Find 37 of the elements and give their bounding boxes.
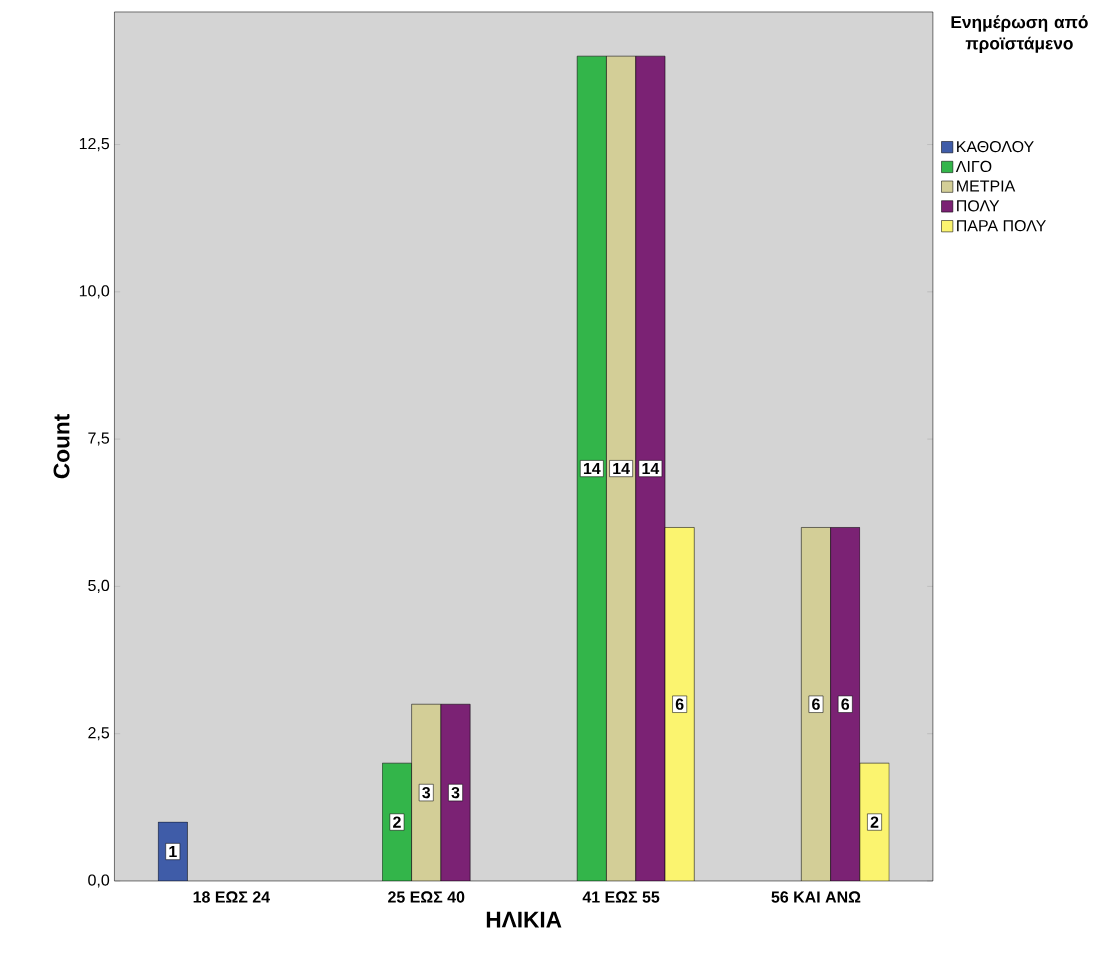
bar	[606, 55, 637, 881]
y-tick-label: 0,0	[88, 874, 110, 888]
y-tick-label: 2,5	[88, 726, 110, 741]
data-label: 14	[613, 462, 630, 474]
x-axis-title: ΗΛΙΚΙΑ	[486, 911, 562, 928]
x-tick-label: 41 ΕΩΣ 55	[582, 891, 660, 903]
data-label: 3	[422, 786, 431, 799]
y-tick-label: 7,5	[88, 432, 110, 446]
data-label: 2	[870, 816, 879, 828]
data-label: 2	[393, 816, 401, 828]
y-tick-label: 10,0	[79, 285, 110, 299]
y-tick-label: 5,0	[88, 579, 110, 593]
bar	[830, 526, 861, 881]
legend-label: ΛΙΓΟ	[955, 160, 992, 172]
x-tick-label: 56 ΚΑΙ ΑΝΩ	[771, 891, 861, 903]
bar	[440, 703, 471, 881]
data-label: 6	[841, 698, 850, 710]
legend-title: Ενημέρωση από προϊστάμενο	[951, 15, 1088, 53]
bar	[635, 55, 666, 881]
legend-label: ΚΑΘΟΛΟΥ	[957, 140, 1034, 153]
legend-label: ΜΕΤΡΙΑ	[957, 180, 1016, 192]
legend-label: ΠΑΡΑ ΠΟΛΥ	[957, 219, 1046, 232]
bar	[382, 762, 412, 881]
y-axis-title: Count	[53, 413, 70, 478]
bar	[411, 703, 442, 881]
data-label: 1	[169, 845, 177, 857]
legend-label: ΠΟΛΥ	[957, 199, 1000, 212]
data-label: 6	[812, 698, 820, 710]
data-label: 3	[451, 786, 460, 799]
data-label: 14	[642, 462, 660, 474]
bar	[576, 55, 607, 881]
bar	[801, 526, 831, 881]
data-label: 6	[675, 698, 684, 710]
x-tick-label: 25 ΕΩΣ 40	[388, 891, 465, 903]
data-label: 14	[583, 462, 601, 474]
y-tick-label: 12,5	[79, 137, 110, 151]
x-tick-label: 18 ΕΩΣ 24	[193, 891, 270, 903]
